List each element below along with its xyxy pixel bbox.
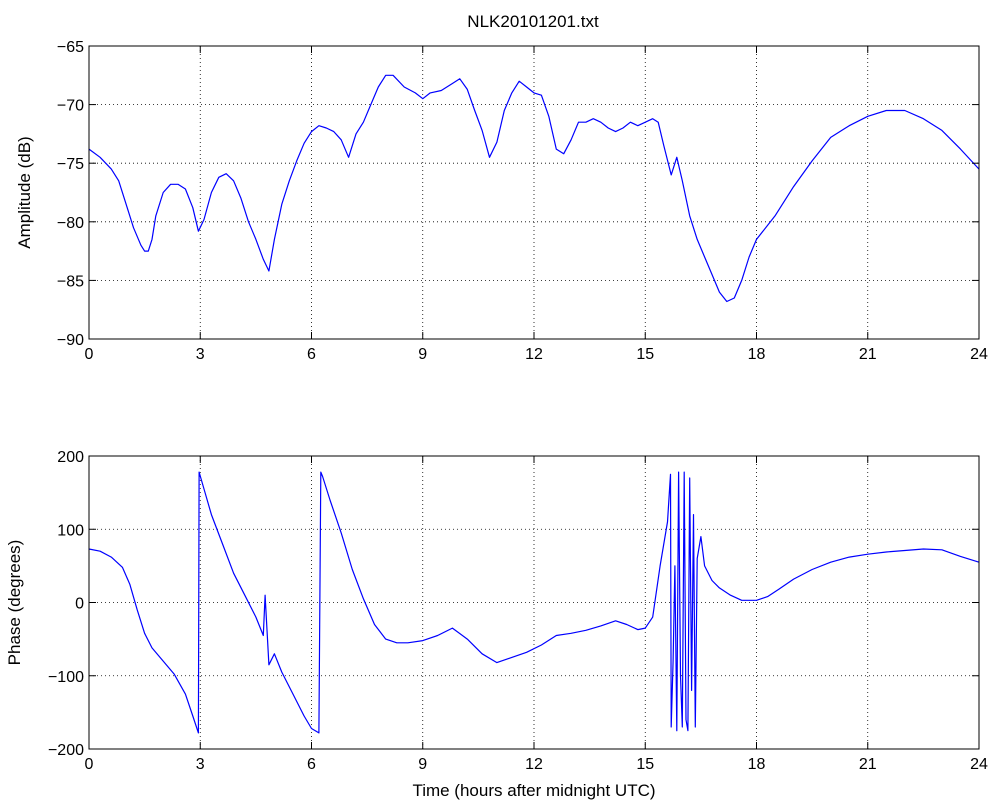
amplitude-x-tick-label: 3	[196, 346, 205, 363]
phase-x-axis-label: Time (hours after midnight UTC)	[412, 781, 655, 800]
amplitude-y-tick-label: −80	[57, 215, 84, 232]
amplitude-y-tick-label: −75	[57, 156, 84, 173]
amplitude-x-tick-label: 0	[85, 346, 94, 363]
phase-series-line	[88, 471, 980, 734]
phase-y-axis-label: Phase (degrees)	[5, 540, 24, 666]
chart-title: NLK20101201.txt	[467, 12, 599, 31]
phase-panel: 0 3 6 9 12 15 18 21 24 −200 −100 0 100 200 Phase (degr…	[5, 449, 988, 800]
phase-y-tick-label: 0	[75, 596, 84, 613]
amplitude-panel: 0 3 6 9 12 15 18 21 24 −90 −85 −80 −75 −70 −65 Amplitud…	[15, 39, 988, 363]
amplitude-y-tick-label: −85	[57, 273, 84, 290]
amplitude-x-tick-label: 12	[525, 346, 543, 363]
phase-x-tick-label: 9	[418, 756, 427, 773]
phase-y-tick-label: 200	[57, 449, 84, 466]
amplitude-series-line	[88, 74, 980, 303]
amplitude-y-tick-label: −65	[57, 39, 84, 56]
phase-x-tick-label: 18	[748, 756, 766, 773]
phase-x-tick-label: 0	[85, 756, 94, 773]
phase-x-tick-label: 15	[636, 756, 654, 773]
amplitude-y-axis-label: Amplitude (dB)	[15, 136, 34, 248]
amplitude-x-tick-label: 9	[418, 346, 427, 363]
phase-y-tick-label: 100	[57, 522, 84, 539]
phase-y-tick-label: −100	[48, 669, 84, 686]
amplitude-plot-area	[89, 46, 979, 339]
amplitude-y-tick-label: −70	[57, 98, 84, 115]
amplitude-x-tick-label: 6	[307, 346, 316, 363]
amplitude-x-tick-label: 18	[748, 346, 766, 363]
phase-x-tick-label: 12	[525, 756, 543, 773]
phase-y-tick-label: −200	[48, 742, 84, 759]
phase-x-tick-label: 24	[970, 756, 988, 773]
amplitude-y-tick-label: −90	[57, 332, 84, 349]
amplitude-x-tick-label: 24	[970, 346, 988, 363]
phase-x-tick-label: 3	[196, 756, 205, 773]
phase-x-tick-label: 6	[307, 756, 316, 773]
amplitude-x-tick-label: 21	[859, 346, 877, 363]
amplitude-x-tick-label: 15	[636, 346, 654, 363]
phase-x-tick-label: 21	[859, 756, 877, 773]
